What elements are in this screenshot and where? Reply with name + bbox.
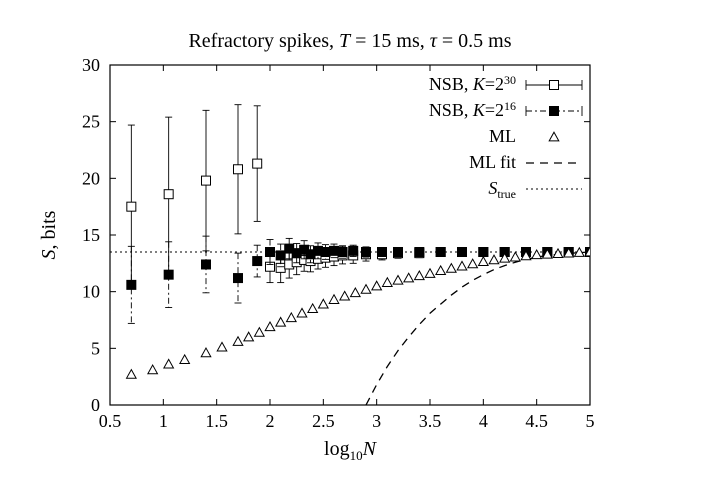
x-tick-label: 1.5 <box>205 411 228 431</box>
chart-svg: 0.511.522.533.544.55051015202530log10NS,… <box>0 0 720 504</box>
y-tick-label: 25 <box>82 112 100 132</box>
x-tick-label: 0.5 <box>99 411 122 431</box>
legend-entry: NSB, K=216 <box>429 99 516 120</box>
x-tick-label: 4 <box>479 411 488 431</box>
x-tick-label: 2.5 <box>312 411 335 431</box>
y-tick-label: 30 <box>82 55 100 75</box>
y-tick-label: 5 <box>91 338 100 358</box>
y-tick-label: 15 <box>82 225 100 245</box>
x-tick-label: 5 <box>586 411 595 431</box>
chart-container: 0.511.522.533.544.55051015202530log10NS,… <box>0 0 720 504</box>
y-axis-label: S, bits <box>38 210 60 259</box>
y-tick-label: 0 <box>91 395 100 415</box>
y-tick-label: 20 <box>82 168 100 188</box>
legend-entry: ML <box>489 126 516 146</box>
x-tick-label: 4.5 <box>525 411 548 431</box>
chart-title: Refractory spikes, T = 15 ms, τ = 0.5 ms <box>188 30 511 52</box>
y-tick-label: 10 <box>82 282 100 302</box>
x-tick-label: 3 <box>372 411 381 431</box>
x-tick-label: 2 <box>266 411 275 431</box>
x-tick-label: 3.5 <box>419 411 442 431</box>
legend-entry: ML fit <box>469 152 516 172</box>
x-tick-label: 1 <box>159 411 168 431</box>
legend-entry: NSB, K=230 <box>429 73 516 94</box>
